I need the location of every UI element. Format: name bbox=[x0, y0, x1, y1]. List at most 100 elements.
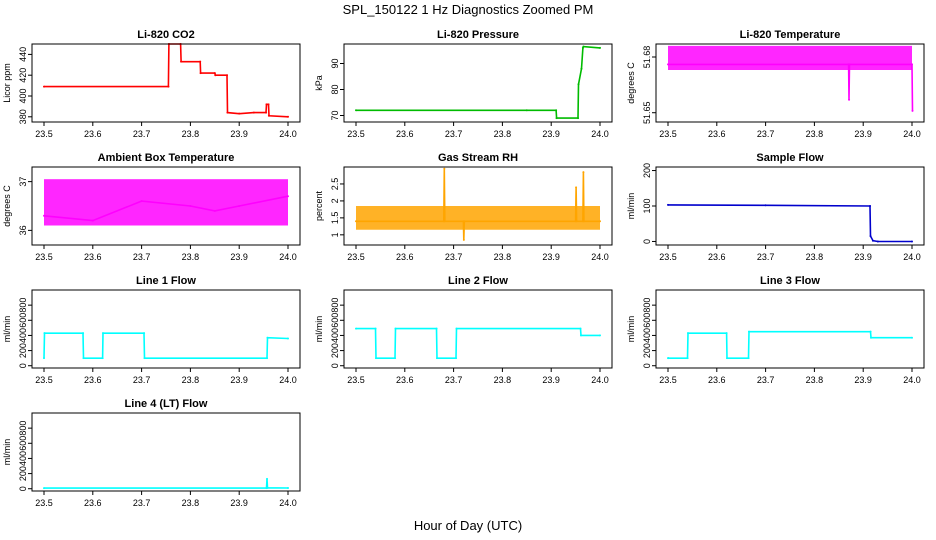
x-tick-label: 23.5 bbox=[35, 252, 53, 262]
x-tick-label: 24.0 bbox=[279, 252, 297, 262]
y-tick-label: 1 bbox=[330, 232, 340, 237]
y-tick-label: 80 bbox=[330, 84, 340, 94]
data-point bbox=[577, 117, 580, 120]
data-point bbox=[267, 114, 270, 117]
y-tick-label: 400 bbox=[330, 328, 340, 343]
data-point bbox=[848, 63, 851, 66]
x-tick-label: 23.5 bbox=[35, 129, 53, 139]
data-point bbox=[287, 115, 289, 118]
noise-band bbox=[668, 45, 912, 70]
x-tick-label: 23.5 bbox=[347, 375, 365, 385]
x-tick-label: 23.6 bbox=[84, 129, 102, 139]
plot-frame bbox=[343, 166, 613, 246]
y-tick-label: 400 bbox=[18, 88, 28, 103]
plot-frame bbox=[31, 412, 301, 492]
y-tick-label: 51.68 bbox=[642, 46, 652, 69]
data-point bbox=[580, 67, 583, 70]
panel-title: Line 1 Flow bbox=[136, 275, 196, 287]
y-tick-label: 420 bbox=[18, 68, 28, 83]
x-tick-label: 23.8 bbox=[806, 129, 824, 139]
y-tick-label: 2 bbox=[330, 198, 340, 203]
data-point bbox=[911, 336, 913, 339]
panel-title: Line 2 Flow bbox=[448, 275, 508, 287]
y-axis-label: Licor ppm bbox=[2, 63, 12, 103]
x-tick-label: 23.9 bbox=[230, 375, 248, 385]
chart-panel-3: Li-820 Temperature 51.65 51.68 23.5 23.6 23.7… bbox=[626, 29, 925, 139]
data-point bbox=[394, 357, 397, 360]
data-point bbox=[869, 330, 872, 333]
series-line bbox=[43, 332, 289, 360]
data-point bbox=[870, 336, 873, 339]
y-tick-label: 37 bbox=[18, 177, 28, 187]
data-point bbox=[911, 240, 913, 243]
x-tick-label: 23.5 bbox=[347, 252, 365, 262]
panel-title: Gas Stream RH bbox=[438, 152, 518, 164]
data-point bbox=[667, 203, 669, 206]
data-point bbox=[91, 219, 94, 222]
data-point bbox=[43, 332, 46, 335]
x-tick-label: 23.5 bbox=[35, 375, 53, 385]
x-tick-label: 23.6 bbox=[708, 252, 726, 262]
data-point bbox=[355, 327, 357, 330]
data-point bbox=[582, 45, 585, 48]
series-line bbox=[356, 168, 600, 240]
panel-title: Li-820 Temperature bbox=[740, 29, 841, 41]
data-point bbox=[911, 63, 913, 66]
data-point bbox=[582, 220, 585, 223]
y-tick-label: 0 bbox=[642, 363, 652, 368]
y-axis-label: ml/min bbox=[626, 193, 636, 220]
series-line bbox=[668, 330, 912, 360]
data-point bbox=[869, 205, 872, 207]
data-point bbox=[443, 167, 446, 170]
y-tick-label: 400 bbox=[18, 451, 28, 466]
x-tick-label: 23.9 bbox=[230, 129, 248, 139]
x-tick-label: 24.0 bbox=[903, 252, 921, 262]
data-point bbox=[180, 60, 183, 63]
data-point bbox=[455, 357, 458, 360]
data-point bbox=[238, 112, 241, 115]
y-tick-label: 200 bbox=[642, 163, 652, 178]
chart-panel-1: Li-820 CO2 380 400 420 440 23.5 23.6 23.7 23.8 23… bbox=[2, 29, 301, 139]
y-tick-label: 100 bbox=[642, 198, 652, 213]
x-tick-label: 23.8 bbox=[806, 252, 824, 262]
plot-frame bbox=[31, 289, 301, 369]
data-point bbox=[463, 220, 466, 223]
x-tick-label: 23.9 bbox=[854, 252, 872, 262]
data-point bbox=[747, 357, 750, 360]
x-tick-label: 24.0 bbox=[279, 498, 297, 508]
series-line bbox=[356, 45, 601, 119]
data-point bbox=[748, 330, 751, 333]
data-point bbox=[462, 238, 465, 241]
data-point bbox=[555, 117, 558, 120]
data-point bbox=[287, 486, 289, 489]
data-point bbox=[687, 332, 690, 335]
data-point bbox=[238, 205, 241, 207]
series-line bbox=[44, 43, 289, 118]
data-point bbox=[599, 46, 601, 49]
data-point bbox=[167, 85, 170, 88]
x-tick-label: 23.9 bbox=[854, 375, 872, 385]
y-axis-label: ml/min bbox=[2, 439, 12, 466]
x-tick-label: 24.0 bbox=[591, 375, 609, 385]
data-point bbox=[226, 111, 229, 114]
chart-panel-4: Ambient Box Temperature 36 37 23.5 23.6 23.7 2… bbox=[2, 152, 301, 262]
data-point bbox=[189, 205, 192, 207]
x-tick-label: 23.6 bbox=[708, 375, 726, 385]
y-tick-label: 600 bbox=[330, 313, 340, 328]
data-point bbox=[287, 337, 289, 340]
data-point bbox=[43, 85, 45, 88]
y-tick-label: 200 bbox=[18, 343, 28, 358]
y-tick-label: 200 bbox=[18, 466, 28, 481]
panel-title: Sample Flow bbox=[756, 152, 824, 164]
x-tick-label: 23.7 bbox=[133, 252, 151, 262]
data-point bbox=[911, 109, 914, 112]
chart-panel-6: Sample Flow 0 100 200 23.5 23.6 23.7 23.8 23.9 24… bbox=[626, 152, 925, 262]
y-tick-label: 800 bbox=[18, 298, 28, 313]
data-point bbox=[43, 357, 45, 360]
y-axis-label: degrees C bbox=[626, 62, 636, 104]
chart-panel-5: Gas Stream RH 1 1.5 2 2.5 23.5 23.6 23.7 23.8 23.… bbox=[314, 152, 613, 262]
noise-band bbox=[356, 206, 600, 230]
x-tick-label: 24.0 bbox=[279, 129, 297, 139]
data-point bbox=[143, 357, 146, 360]
